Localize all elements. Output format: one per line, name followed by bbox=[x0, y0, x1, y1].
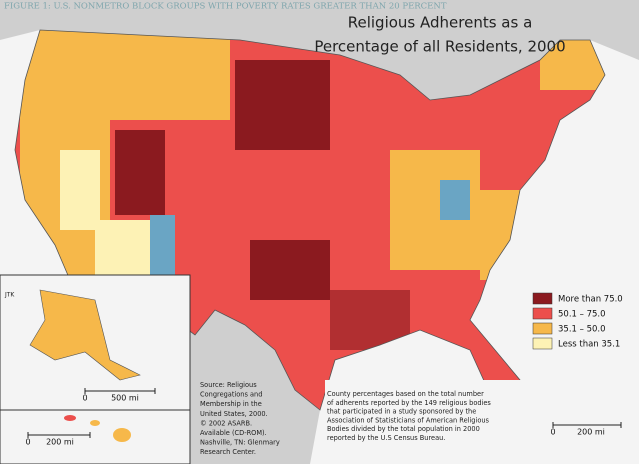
source-line: Congregations and bbox=[200, 391, 262, 399]
legend-swatch bbox=[532, 337, 553, 350]
scale-label: 500 mi bbox=[111, 394, 139, 403]
scale-label: 200 mi bbox=[577, 428, 605, 437]
alaska bbox=[29, 289, 141, 381]
legend-label: More than 75.0 bbox=[558, 295, 623, 305]
region bbox=[250, 240, 330, 300]
legend-label: Less than 35.1 bbox=[558, 340, 620, 350]
note-line: reported by the U.S Census Bureau. bbox=[327, 434, 445, 442]
hawaii-inset bbox=[0, 409, 191, 464]
scale-label: 0 bbox=[25, 438, 30, 447]
source-line: Membership in the bbox=[200, 400, 262, 408]
region bbox=[60, 150, 100, 230]
legend: More than 75.0 50.1 – 75.0 35.1 – 50.0 Less… bbox=[532, 292, 623, 350]
note-line: Association of Statisticians of American… bbox=[327, 416, 490, 424]
region bbox=[440, 180, 470, 220]
region bbox=[235, 60, 330, 150]
scale-label: 0 bbox=[82, 394, 87, 403]
region bbox=[20, 30, 230, 120]
note: County percentages based on the total nu… bbox=[327, 390, 491, 442]
scale-label: 0 bbox=[550, 428, 555, 437]
note-line: that participated in a study sponsored b… bbox=[327, 408, 476, 416]
legend-label: 35.1 – 50.0 bbox=[558, 325, 606, 335]
legend-swatch bbox=[532, 322, 553, 335]
note-box bbox=[325, 380, 535, 464]
credit: JTK bbox=[4, 292, 15, 299]
title: Religious Adherents as a bbox=[348, 14, 533, 32]
source-line: © 2002 ASARB. bbox=[200, 419, 252, 427]
source-line: Source: Religious bbox=[200, 381, 257, 389]
region bbox=[150, 215, 175, 275]
source: Source: Religious Congregations andMember… bbox=[200, 381, 280, 456]
legend-swatch bbox=[532, 307, 553, 320]
source-line: Nashville, TN: Glenmary bbox=[200, 439, 280, 447]
hawaii bbox=[113, 428, 131, 442]
canada bbox=[0, 0, 639, 100]
source-line: United States, 2000. bbox=[200, 410, 268, 418]
title: Percentage of all Residents, 2000 bbox=[314, 38, 565, 56]
region bbox=[115, 130, 165, 215]
legend-label: 50.1 – 75.0 bbox=[558, 310, 606, 320]
scale-bars: 0 500 mi 0 200 mi 0 200 mi bbox=[25, 388, 622, 447]
source-line: Available (CD-ROM). bbox=[200, 429, 267, 437]
hawaii bbox=[64, 415, 76, 421]
scale-label: 200 mi bbox=[46, 438, 74, 447]
hawaii bbox=[90, 420, 100, 426]
source-line: Research Center. bbox=[200, 448, 256, 456]
figure-caption: FIGURE 1: U.S. NONMETRO BLOCK GROUPS WIT… bbox=[4, 2, 447, 12]
note-line: County percentages based on the total nu… bbox=[327, 390, 484, 398]
note-line: of adherents reported by the 149 religio… bbox=[327, 399, 491, 407]
legend-swatch bbox=[532, 292, 553, 305]
note-line: Bodies divided by the total population i… bbox=[327, 425, 480, 433]
